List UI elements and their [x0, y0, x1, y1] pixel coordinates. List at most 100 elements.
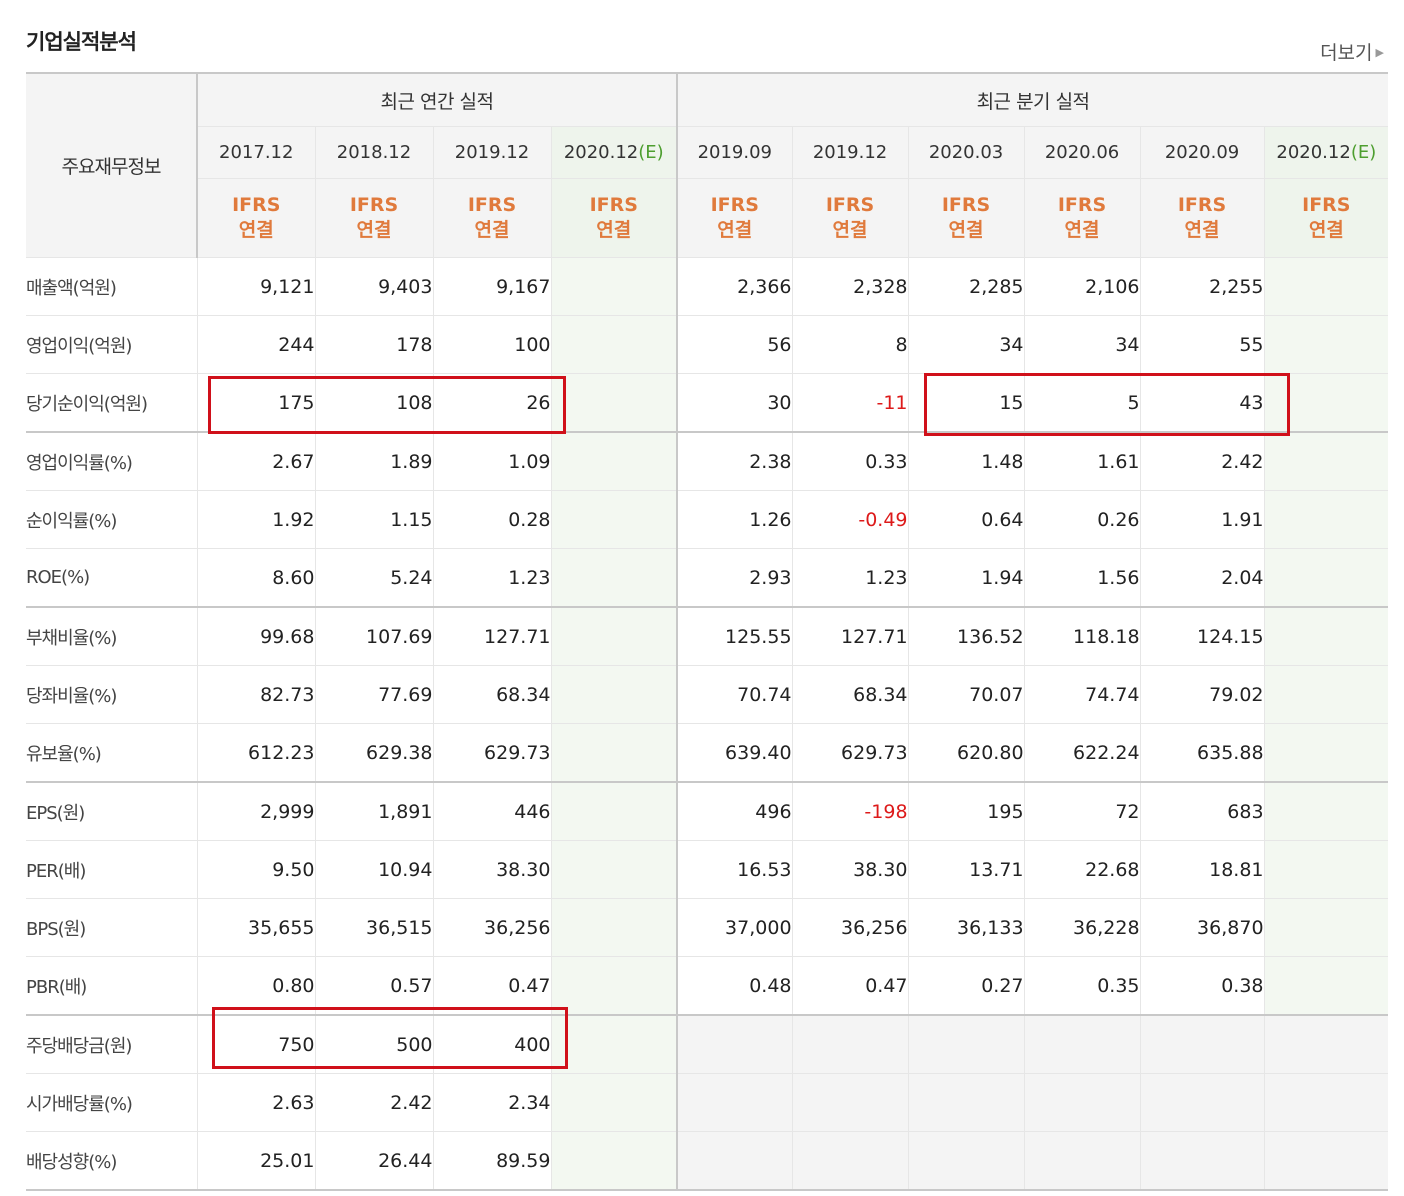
table-row: 순이익률(%) 1.92 1.15 0.28 1.26 -0.49 0.64 0.26 1.91 [26, 490, 1389, 549]
row-label: 시가배당률(%) [26, 1073, 198, 1132]
quarter-value-cell [1263, 898, 1389, 957]
period-label: 2019.12 [454, 142, 530, 163]
consolidated-label: 연결 [238, 219, 274, 241]
table-row: 배당성향(%) 25.01 26.44 89.59 [26, 1131, 1389, 1191]
quarter-empty-cell [791, 1131, 909, 1191]
annual-value-cell: 1.92 [196, 490, 316, 549]
row-label: BPS(원) [26, 898, 198, 957]
quarter-value-cell: 622.24 [1023, 723, 1141, 783]
quarter-period-header: 2019.09 [676, 126, 793, 179]
quarter-value-cell: 2.04 [1139, 548, 1265, 608]
consolidated-label: 연결 [356, 219, 392, 241]
row-label: 부채비율(%) [26, 606, 198, 666]
ifrs-label: IFRS [467, 194, 517, 216]
annual-value-cell: 2,999 [196, 781, 316, 841]
ifrs-label: IFRS [825, 194, 875, 216]
annual-value-cell: 629.38 [314, 723, 434, 783]
quarter-empty-cell [791, 1073, 909, 1132]
quarter-value-cell: 36,870 [1139, 898, 1265, 957]
annual-value-cell: 500 [314, 1014, 434, 1074]
ifrs-label: IFRS [941, 194, 991, 216]
quarter-value-cell: 38.30 [791, 840, 909, 899]
annual-value-cell: 8.60 [196, 548, 316, 608]
quarter-value-cell: 124.15 [1139, 606, 1265, 666]
quarter-value-cell: 125.55 [676, 606, 793, 666]
row-label-header: 주요재무정보 [26, 72, 198, 258]
quarter-value-cell: 136.52 [907, 606, 1025, 666]
quarter-empty-cell [1263, 1014, 1389, 1074]
arrow-right-icon: ▶ [1375, 46, 1384, 59]
annual-value-cell: 2.42 [314, 1073, 434, 1132]
quarter-value-cell: 36,133 [907, 898, 1025, 957]
quarter-value-cell: 34 [907, 315, 1025, 374]
quarter-value-cell: 2,285 [907, 257, 1025, 316]
annual-value-cell: 82.73 [196, 665, 316, 724]
quarter-ifrs-header: IFRS 연결 [1263, 178, 1389, 258]
quarter-empty-cell [676, 1073, 793, 1132]
row-label: 유보율(%) [26, 723, 198, 783]
quarter-empty-cell [907, 1131, 1025, 1191]
quarter-ifrs-header: IFRS 연결 [907, 178, 1025, 258]
annual-value-cell: 0.47 [432, 956, 552, 1016]
table-row: 영업이익(억원) 244 178 100 56 8 34 34 55 [26, 315, 1389, 374]
annual-period-header: 2017.12 [197, 126, 316, 179]
annual-value-cell [550, 956, 679, 1016]
quarter-value-cell [1263, 606, 1389, 666]
estimate-mark: (E) [1350, 142, 1377, 163]
annual-value-cell: 2.34 [432, 1073, 552, 1132]
table-row: 주당배당금(원) 750 500 400 [26, 1014, 1389, 1074]
quarter-value-cell: 195 [907, 781, 1025, 841]
quarter-period-header: 2020.06 [1023, 126, 1141, 179]
annual-value-cell [550, 548, 679, 608]
annual-value-cell: 26 [432, 373, 552, 433]
quarter-ifrs-header: IFRS 연결 [1139, 178, 1265, 258]
quarter-value-cell: 2,328 [791, 257, 909, 316]
row-label: 배당성향(%) [26, 1131, 198, 1191]
annual-value-cell: 244 [196, 315, 316, 374]
quarter-empty-cell [1139, 1073, 1265, 1132]
ifrs-label: IFRS [589, 194, 638, 216]
annual-value-cell [550, 373, 679, 433]
quarter-value-cell: 30 [676, 373, 793, 433]
table-row: 영업이익률(%) 2.67 1.89 1.09 2.38 0.33 1.48 1.61 2.42 [26, 431, 1389, 491]
table-row: PBR(배) 0.80 0.57 0.47 0.48 0.47 0.27 0.35 0.38 [26, 956, 1389, 1016]
quarter-value-cell: 2,255 [1139, 257, 1265, 316]
period-label: 2020.12 [1276, 142, 1351, 163]
quarter-value-cell: 16.53 [676, 840, 793, 899]
quarter-value-cell [1263, 257, 1389, 316]
quarter-value-cell: 683 [1139, 781, 1265, 841]
highlight-box-quarter-net-income [924, 373, 1290, 436]
more-link[interactable]: 더보기 ▶ [1320, 38, 1384, 65]
annual-value-cell [550, 723, 679, 783]
annual-value-cell: 1.15 [314, 490, 434, 549]
quarter-value-cell: 1.26 [676, 490, 793, 549]
annual-value-cell: 446 [432, 781, 552, 841]
annual-value-cell: 38.30 [432, 840, 552, 899]
quarter-value-cell: 1.91 [1139, 490, 1265, 549]
annual-value-cell: 89.59 [432, 1131, 552, 1191]
quarter-value-cell: 1.56 [1023, 548, 1141, 608]
row-label: 매출액(억원) [26, 257, 198, 316]
quarter-value-cell [1263, 431, 1389, 491]
quarter-value-cell [1263, 548, 1389, 608]
quarter-value-cell: 2,366 [676, 257, 793, 316]
annual-ifrs-header: IFRS 연결 [432, 178, 552, 258]
quarter-value-cell [1263, 723, 1389, 783]
annual-value-cell: 1.09 [432, 431, 552, 491]
annual-ifrs-header: IFRS 연결 [550, 178, 679, 258]
quarter-empty-cell [1023, 1131, 1141, 1191]
consolidated-label: 연결 [596, 219, 632, 241]
annual-value-cell: 108 [314, 373, 434, 433]
quarter-value-cell: 2.42 [1139, 431, 1265, 491]
quarter-empty-cell [1139, 1131, 1265, 1191]
quarter-empty-cell [1023, 1014, 1141, 1074]
annual-value-cell: 2.67 [196, 431, 316, 491]
annual-period-header: 2018.12 [314, 126, 434, 179]
quarter-period-header: 2020.09 [1139, 126, 1265, 179]
ifrs-label: IFRS [349, 194, 399, 216]
annual-ifrs-header: IFRS 연결 [314, 178, 434, 258]
quarter-value-cell [1263, 665, 1389, 724]
quarter-empty-cell [1139, 1014, 1265, 1074]
quarter-ifrs-header: IFRS 연결 [1023, 178, 1141, 258]
annual-value-cell: 178 [314, 315, 434, 374]
